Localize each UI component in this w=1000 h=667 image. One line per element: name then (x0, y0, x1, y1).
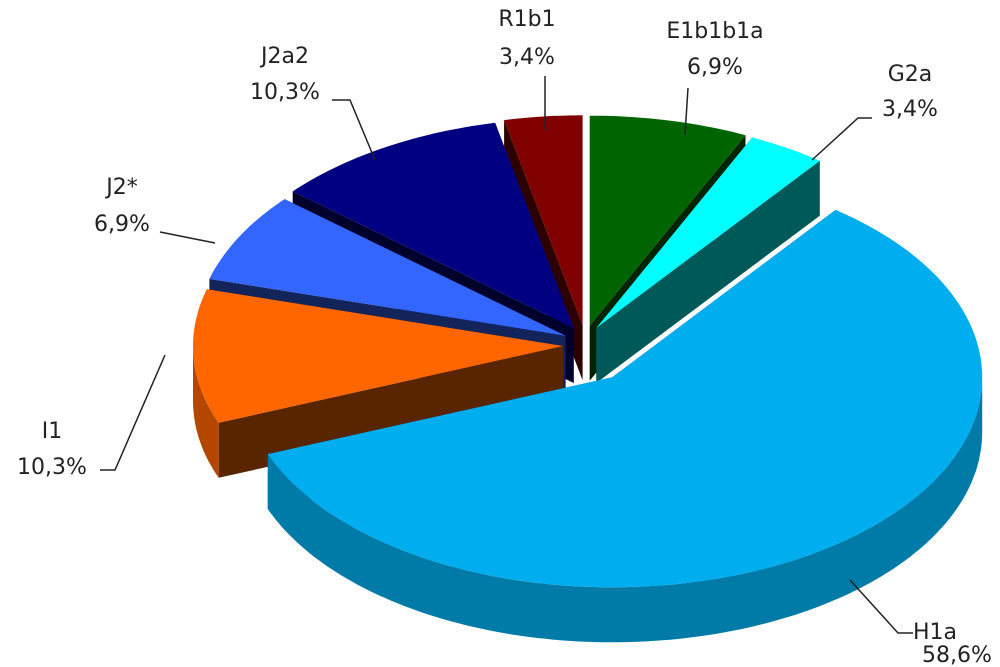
slice-top (504, 115, 583, 326)
slice-top (596, 137, 820, 328)
value-label: 3,4% (882, 97, 938, 122)
leader-line (159, 231, 216, 244)
slice-side (596, 160, 820, 383)
leader-line (811, 117, 872, 161)
leader-line (849, 579, 913, 634)
value-label: 6,9% (687, 55, 743, 80)
value-label: 6,9% (94, 212, 150, 237)
slice-top (193, 289, 563, 423)
slice-top (292, 122, 574, 328)
slice-label: I1 (42, 419, 63, 444)
slice-label: H1a (913, 620, 957, 645)
leader-line (100, 354, 166, 471)
slice (193, 289, 564, 478)
value-label: 3,4% (499, 45, 555, 70)
value-label: 10,3% (17, 455, 87, 480)
slice-wall (267, 377, 983, 643)
value-label: 58,6% (922, 643, 992, 667)
slice-top (589, 115, 746, 326)
slice-label: J2* (104, 175, 138, 200)
value-label: 10,3% (250, 80, 320, 105)
slice-label: E1b1b1a (666, 19, 763, 44)
slice (267, 209, 983, 643)
slice-label: J2a2 (259, 44, 309, 69)
slice-label: R1b1 (498, 7, 555, 32)
slice-wall (193, 346, 219, 478)
leader-line (684, 87, 689, 136)
slice (596, 137, 820, 383)
leader-line (332, 99, 376, 161)
slice-top (267, 209, 983, 588)
slice-top (209, 199, 566, 336)
slice-label: G2a (888, 62, 933, 87)
